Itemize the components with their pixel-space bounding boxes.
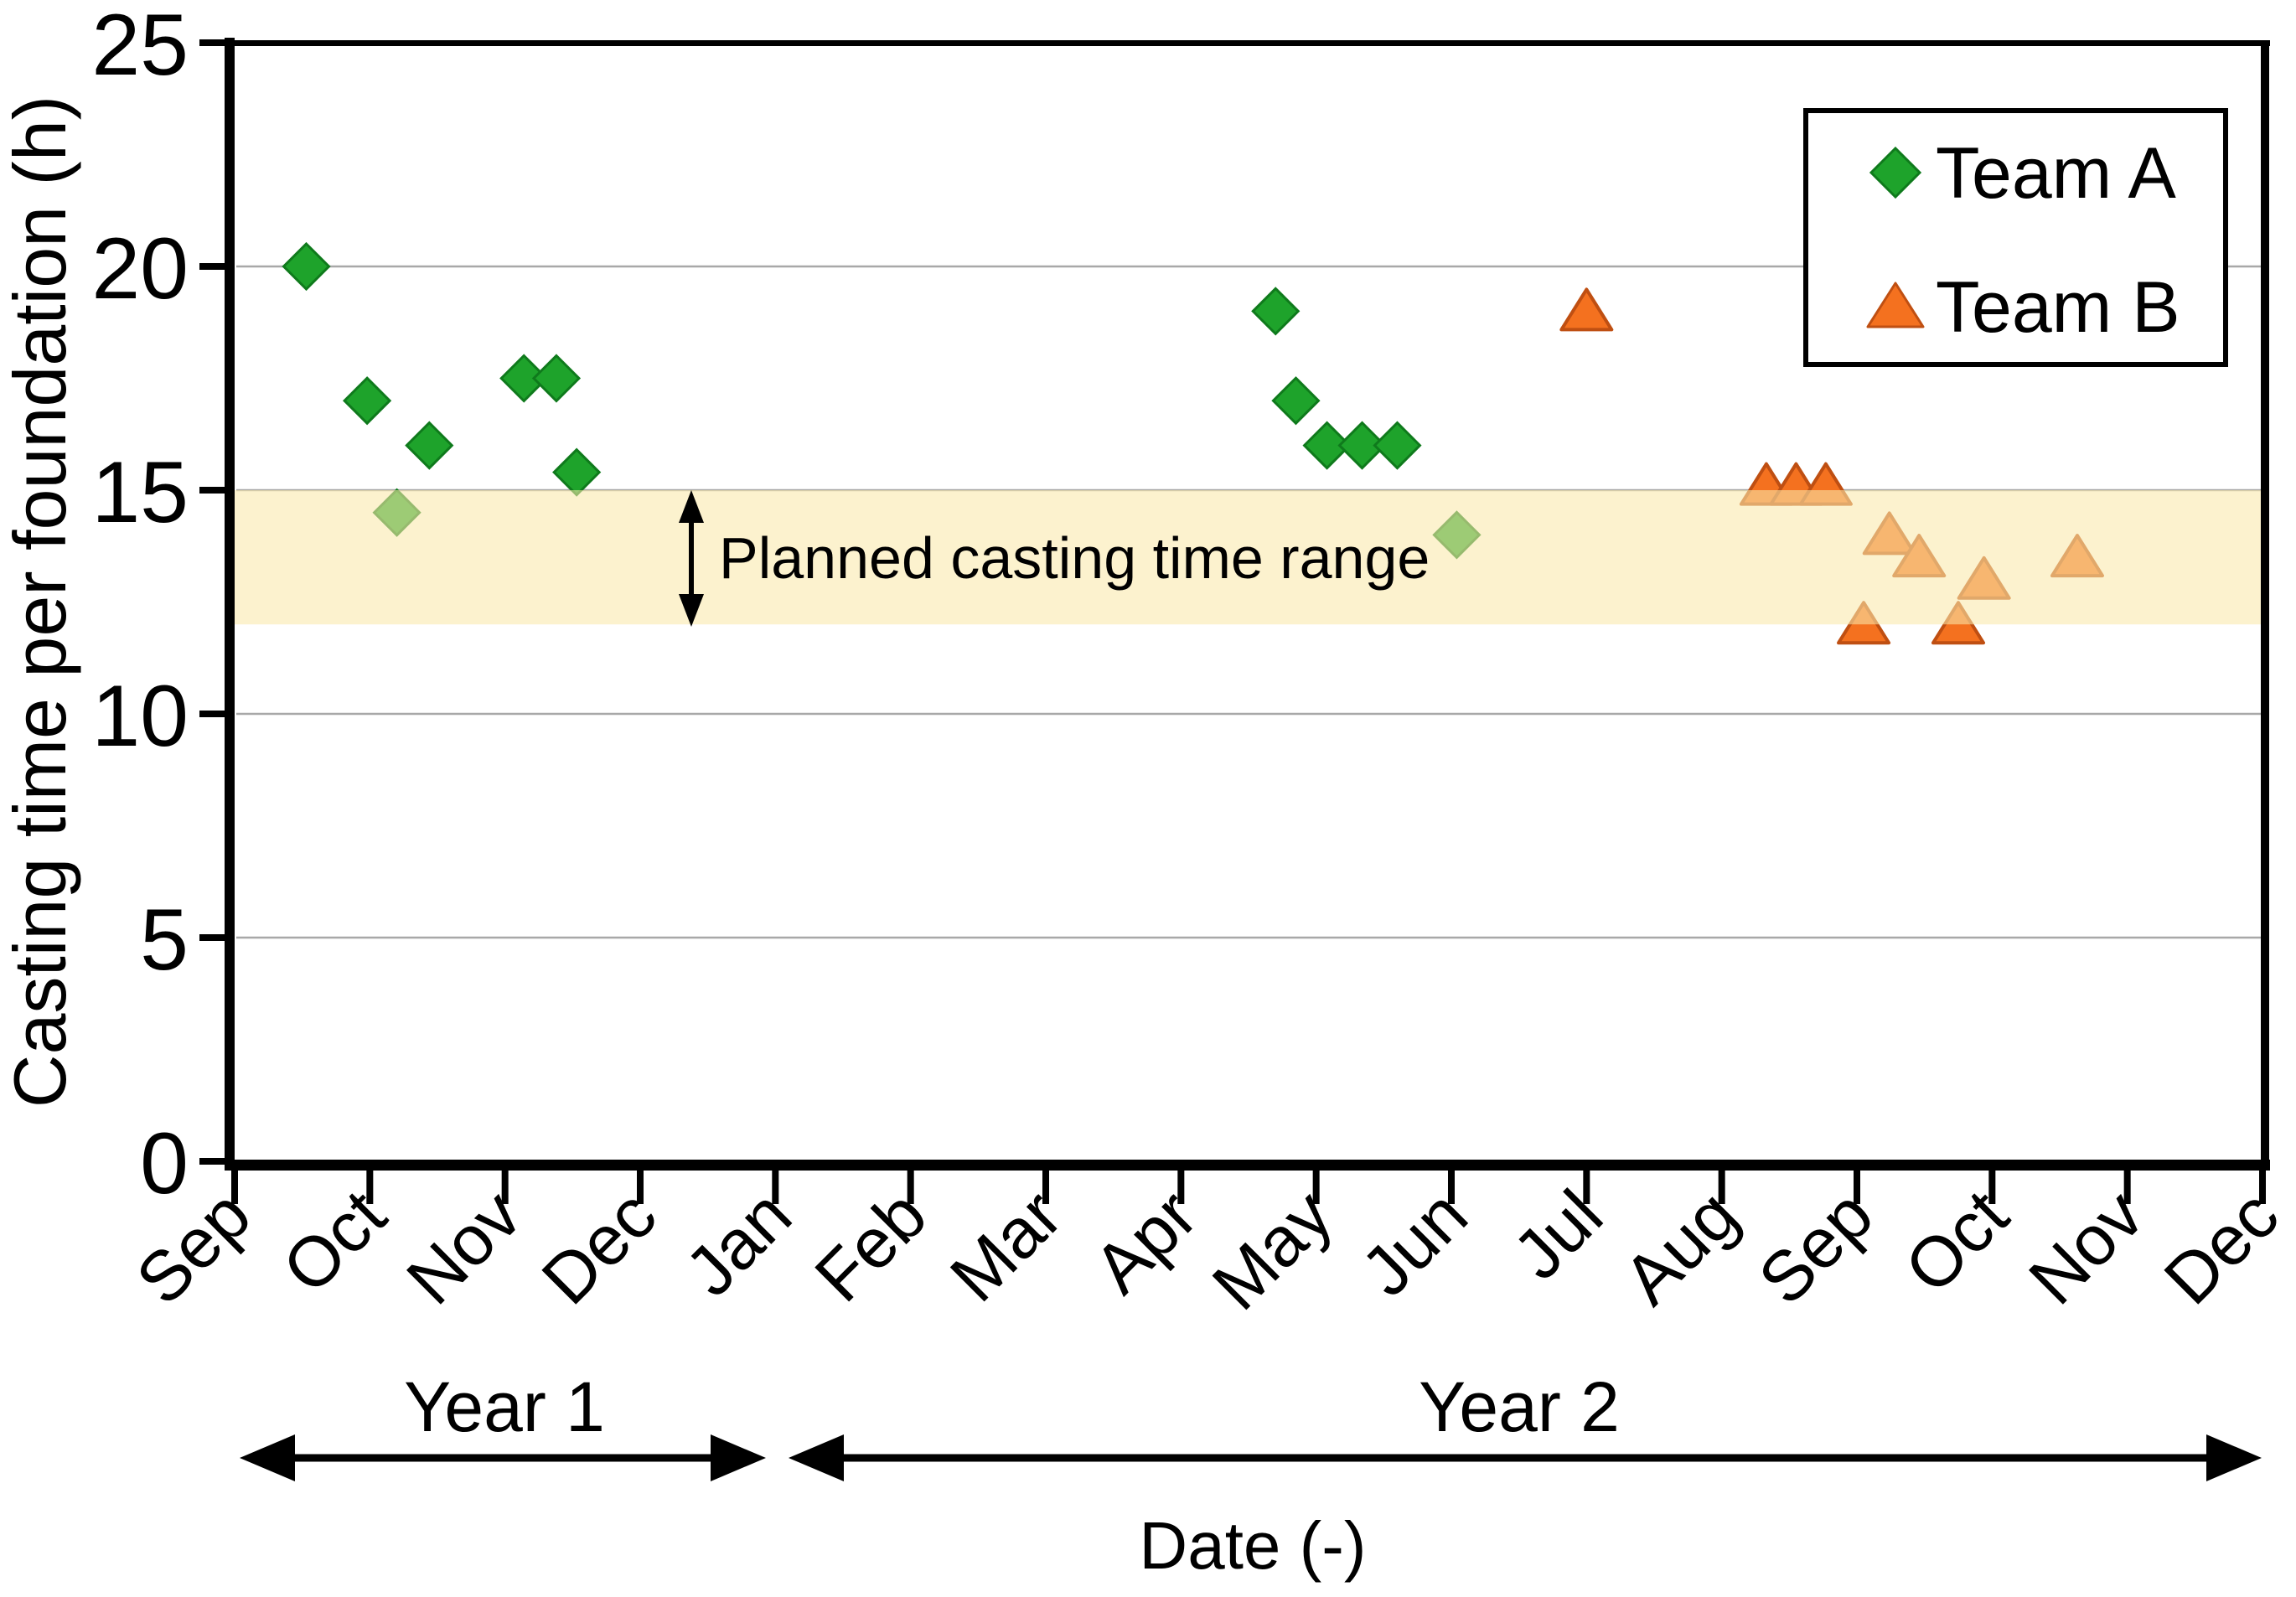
x-tick-6: [1042, 1171, 1049, 1204]
x-tick-label-12: Sep: [1744, 1175, 1888, 1319]
y-tick-0: [199, 1158, 235, 1165]
planned-range-annotation: Planned casting time range: [679, 490, 1430, 627]
data-point-team-a: [552, 447, 602, 497]
x-tick-4: [772, 1171, 779, 1204]
data-point-team-a: [1302, 421, 1352, 470]
x-tick-15: [2258, 1171, 2266, 1204]
x-tick-label-7: Apr: [1078, 1175, 1212, 1308]
x-tick-label-4: Jan: [670, 1175, 806, 1310]
year-2-arrow-left-icon: [789, 1434, 844, 1481]
y-tick-label-5: 5: [140, 892, 189, 989]
year-spans: Year 1 Year 2: [240, 1367, 2262, 1481]
x-tick-label-6: Mar: [935, 1175, 1077, 1316]
y-tick-15: [199, 487, 235, 494]
x-tick-label-1: Oct: [267, 1175, 401, 1308]
legend: Team A Team B: [1803, 108, 2228, 367]
y-tick-label-15: 15: [91, 444, 189, 541]
x-tick-5: [907, 1171, 914, 1204]
range-arrow-down-icon: [679, 594, 704, 627]
x-tick-label-13: Oct: [1890, 1175, 2023, 1308]
legend-team-a-diamond-icon: [1869, 146, 1922, 199]
data-point-team-a: [282, 241, 331, 292]
year-1-label: Year 1: [404, 1367, 605, 1446]
range-arrow-up-icon: [679, 490, 704, 523]
y-tick-label-20: 20: [91, 220, 189, 318]
x-tick-14: [2123, 1171, 2131, 1204]
y-tick-label-10: 10: [91, 668, 189, 765]
year-2-label: Year 2: [1419, 1367, 1620, 1446]
x-tick-10: [1583, 1171, 1590, 1204]
x-tick-0: [231, 1171, 238, 1204]
x-tick-label-5: Feb: [800, 1175, 942, 1316]
x-tick-label-3: Dec: [527, 1175, 671, 1319]
x-axis-title: Date (-): [1139, 1508, 1366, 1583]
data-point-team-a: [342, 376, 392, 426]
y-tick-25: [199, 39, 235, 46]
right-spine: [2261, 40, 2269, 1171]
x-axis-spine: [225, 1160, 2270, 1171]
x-tick-3: [636, 1171, 644, 1204]
legend-team-b-label: Team B: [1936, 267, 2180, 348]
data-point-team-a: [1251, 287, 1301, 336]
x-tick-9: [1447, 1171, 1455, 1204]
x-tick-2: [501, 1171, 509, 1204]
year-2-arrow-right-icon: [2206, 1434, 2262, 1481]
x-tick-12: [1853, 1171, 1860, 1204]
y-tick-labels: 0 5 10 15 20 25: [91, 0, 189, 1212]
y-tick-label-0: 0: [140, 1115, 189, 1212]
x-tick-1: [366, 1171, 374, 1204]
legend-team-a-label: Team A: [1936, 133, 2176, 214]
data-point-team-a: [405, 421, 454, 470]
x-tick-label-9: Jun: [1346, 1175, 1482, 1310]
legend-team-b-triangle-icon: [1866, 282, 1925, 328]
x-tick-label-15: Dec: [2149, 1175, 2293, 1319]
x-tick-label-10: Jul: [1498, 1175, 1617, 1294]
year-1-arrow-left-icon: [240, 1434, 295, 1481]
year-1-arrow-right-icon: [711, 1434, 766, 1481]
x-tick-label-8: May: [1197, 1175, 1347, 1325]
data-point-team-a: [499, 354, 549, 403]
data-point-team-a: [1373, 421, 1422, 470]
y-tick-label-25: 25: [91, 0, 189, 94]
planned-range-label: Planned casting time range: [719, 525, 1430, 591]
y-axis-spine: [225, 38, 235, 1171]
planned-range-band: [235, 490, 2262, 625]
y-axis-title: Casting time per foundation (h): [0, 96, 81, 1108]
data-point-team-a: [1271, 376, 1321, 426]
x-tick-label-14: Nov: [2014, 1175, 2158, 1319]
top-spine: [225, 40, 2270, 46]
y-tick-20: [199, 263, 235, 270]
y-tick-5: [199, 934, 235, 941]
x-tick-7: [1177, 1171, 1185, 1204]
x-tick-8: [1312, 1171, 1320, 1204]
x-tick-11: [1718, 1171, 1725, 1204]
tick-marks: [199, 39, 2266, 1204]
data-point-team-b: [1559, 287, 1614, 332]
axes: [199, 38, 2270, 1204]
data-point-team-a: [531, 354, 582, 403]
x-tick-label-11: Aug: [1608, 1175, 1752, 1319]
data-point-team-a: [1337, 421, 1387, 470]
y-tick-10: [199, 711, 235, 717]
x-tick-13: [1988, 1171, 1996, 1204]
x-tick-label-2: Nov: [391, 1175, 535, 1319]
